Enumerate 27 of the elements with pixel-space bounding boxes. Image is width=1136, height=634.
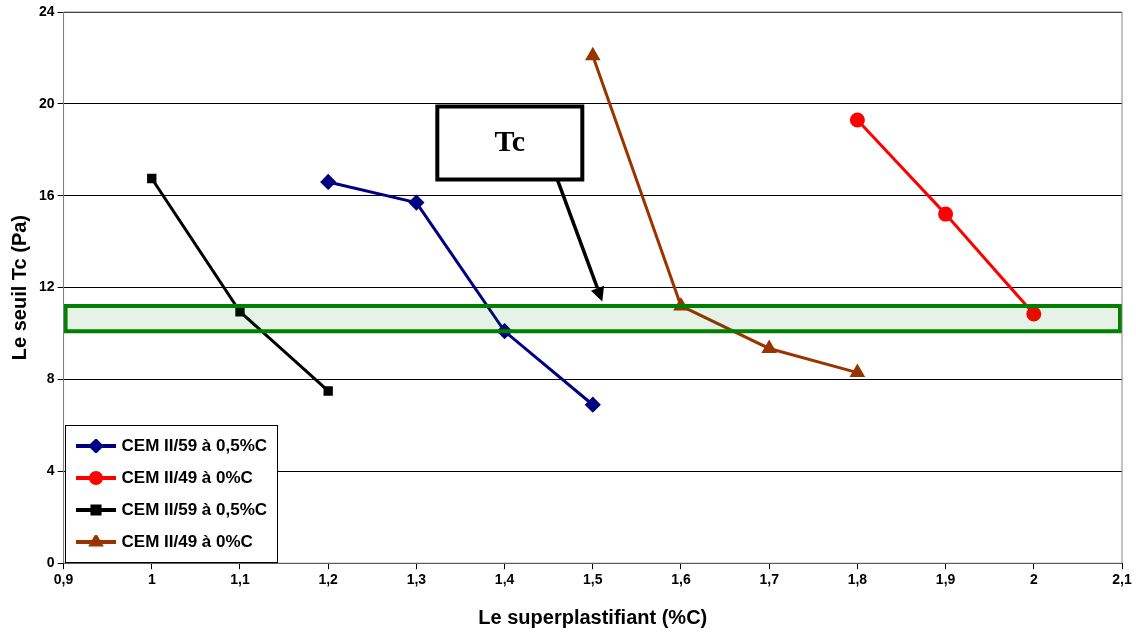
x-tick-label: 1,1 [230, 571, 250, 588]
legend-label: CEM II/49 à 0%C [121, 468, 253, 489]
y-tick-label: 8 [46, 370, 55, 387]
x-tick-label: 1,9 [935, 571, 956, 588]
x-tick-label: 1,3 [406, 571, 427, 588]
y-tick-label: 0 [46, 554, 55, 571]
x-tick-label: 1,4 [494, 571, 515, 588]
x-tick-label: 0,9 [53, 571, 74, 588]
annotation: Tc [494, 123, 526, 157]
y-tick-label: 12 [38, 278, 55, 295]
legend-label: CEM II/59 à 0,5%C [121, 500, 268, 521]
legend-label: CEM II/59 à 0,5%C [121, 436, 268, 457]
x-tick-label: 2,1 [1112, 571, 1132, 588]
x-axis-title: Le superplastifiant (%C) [478, 605, 708, 628]
x-tick-label: 1,2 [318, 571, 339, 588]
x-tick-label: 1 [147, 571, 156, 588]
y-tick-label: 4 [46, 462, 55, 479]
y-tick-label: 16 [38, 186, 55, 203]
x-tick-label: 1,5 [583, 571, 603, 588]
y-axis-title: Le seuil Tc (Pa) [7, 214, 30, 361]
legend-label: CEM II/49 à 0%C [121, 532, 253, 553]
y-tick-label: 20 [38, 94, 55, 111]
x-tick-label: 1,8 [847, 571, 868, 588]
x-tick-label: 1,6 [671, 571, 691, 588]
y-tick-label: 24 [38, 2, 55, 19]
x-tick-label: 2 [1029, 571, 1038, 588]
x-tick-label: 1,7 [759, 571, 780, 588]
